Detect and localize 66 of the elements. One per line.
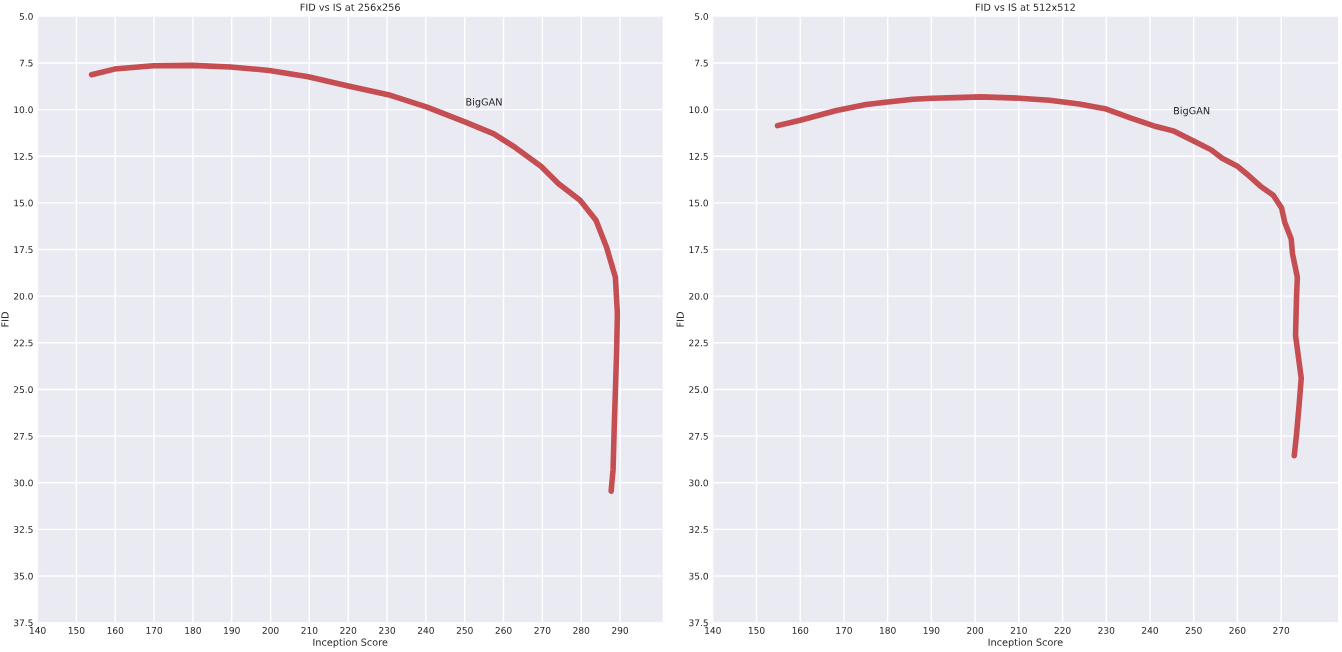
x-tick-label: 270 bbox=[1273, 626, 1290, 634]
x-tick-label: 290 bbox=[612, 626, 629, 634]
y-tick-label: 37.5 bbox=[14, 619, 33, 627]
series-label: BigGAN bbox=[1174, 106, 1210, 117]
y-tick-label: 7.5 bbox=[695, 59, 708, 67]
chart-title: FID vs IS at 512x512 bbox=[975, 3, 1075, 11]
y-tick-label: 30.0 bbox=[14, 479, 33, 487]
x-tick-label: 220 bbox=[1054, 626, 1071, 634]
x-tick-label: 250 bbox=[1185, 626, 1202, 634]
x-tick-label: 260 bbox=[1229, 626, 1246, 634]
y-tick-label: 30.0 bbox=[689, 479, 709, 487]
x-tick-label: 180 bbox=[185, 626, 201, 634]
x-tick-label: 140 bbox=[705, 626, 721, 634]
y-tick-label: 25.0 bbox=[13, 386, 33, 393]
x-tick-label: 200 bbox=[967, 626, 984, 634]
x-tick-label: 160 bbox=[107, 626, 124, 634]
y-axis-title: FID bbox=[1, 312, 9, 327]
y-tick-label: 32.5 bbox=[14, 526, 33, 533]
x-tick-label: 220 bbox=[340, 626, 357, 634]
y-tick-label: 22.5 bbox=[689, 339, 708, 347]
y-tick-label: 25.0 bbox=[689, 386, 709, 393]
x-tick-label: 230 bbox=[1098, 626, 1115, 634]
x-axis-title: Inception Score bbox=[313, 638, 388, 648]
x-tick-label: 170 bbox=[146, 626, 163, 634]
y-tick-label: 17.5 bbox=[689, 246, 708, 254]
y-tick-label: 27.5 bbox=[689, 432, 708, 440]
x-tick-label: 210 bbox=[301, 626, 318, 634]
y-tick-label: 7.5 bbox=[19, 59, 33, 67]
x-tick-label: 230 bbox=[379, 626, 396, 634]
x-tick-label: 190 bbox=[224, 626, 240, 634]
y-tick-label: 10.0 bbox=[14, 106, 33, 114]
x-tick-label: 140 bbox=[29, 626, 46, 634]
x-tick-label: 190 bbox=[923, 626, 940, 634]
y-tick-label: 15.0 bbox=[689, 199, 709, 207]
y-tick-label: 32.5 bbox=[689, 526, 708, 533]
y-tick-label: 5.0 bbox=[19, 13, 33, 20]
x-axis-title: Inception Score bbox=[988, 638, 1063, 648]
y-tick-label: 17.5 bbox=[14, 246, 33, 254]
y-tick-label: 22.5 bbox=[13, 339, 33, 347]
y-tick-label: 37.5 bbox=[689, 619, 708, 627]
y-tick-label: 12.5 bbox=[14, 152, 33, 160]
y-tick-label: 20.0 bbox=[689, 292, 709, 300]
series-label: BigGAN bbox=[466, 98, 502, 108]
y-tick-label: 15.0 bbox=[14, 199, 33, 207]
x-tick-label: 250 bbox=[456, 626, 473, 634]
x-tick-label: 170 bbox=[836, 626, 852, 634]
y-tick-label: 35.0 bbox=[14, 572, 33, 580]
x-tick-label: 180 bbox=[880, 626, 896, 634]
y-axis-title: FID bbox=[676, 312, 684, 327]
x-tick-label: 260 bbox=[495, 626, 512, 634]
y-tick-label: 12.5 bbox=[689, 152, 708, 160]
x-tick-label: 280 bbox=[573, 626, 590, 634]
y-tick-label: 27.5 bbox=[13, 432, 33, 440]
x-tick-label: 210 bbox=[1010, 626, 1027, 634]
x-tick-label: 150 bbox=[68, 626, 85, 634]
y-tick-label: 20.0 bbox=[13, 292, 33, 300]
x-tick-label: 200 bbox=[262, 626, 279, 634]
chart-title: FID vs IS at 256x256 bbox=[300, 3, 400, 11]
x-tick-label: 160 bbox=[792, 626, 809, 634]
y-tick-label: 10.0 bbox=[689, 106, 709, 114]
x-tick-label: 270 bbox=[534, 626, 551, 634]
x-tick-label: 240 bbox=[1142, 626, 1158, 634]
y-tick-label: 35.0 bbox=[689, 572, 709, 580]
y-tick-label: 5.0 bbox=[694, 13, 709, 20]
x-tick-label: 150 bbox=[748, 626, 765, 634]
x-tick-label: 240 bbox=[417, 626, 434, 634]
